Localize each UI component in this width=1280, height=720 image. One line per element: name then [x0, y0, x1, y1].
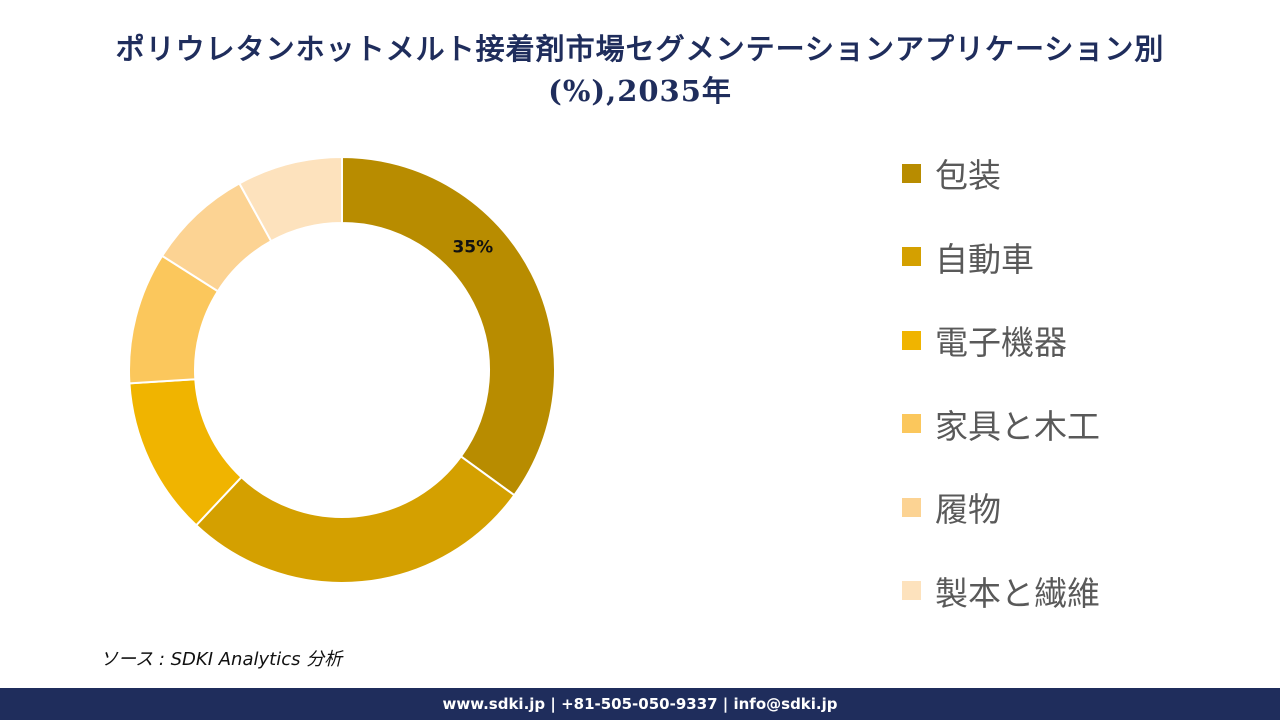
legend-item: 電子機器 — [902, 315, 1067, 365]
legend-item: 包装 — [902, 148, 1001, 198]
chart-title: ポリウレタンホットメルト接着剤市場セグメンテーションアプリケーション別(%),2… — [115, 32, 1165, 108]
legend-label: 家具と木工 — [935, 406, 1100, 446]
legend-swatch — [902, 163, 921, 183]
donut-slice — [238, 155, 343, 243]
legend-swatch — [902, 581, 921, 600]
donut-data-labels: 35% — [452, 237, 493, 257]
legend-swatch — [902, 247, 921, 266]
donut-slice — [194, 455, 516, 584]
legend-item: 自動車 — [902, 232, 1034, 282]
legend-item: 製本と繊維 — [902, 566, 1100, 616]
legend-label: 履物 — [935, 490, 1001, 529]
legend-swatch — [902, 330, 921, 350]
footer-contact: www.sdki.jp | +81-505-050-9337 | info@sd… — [442, 695, 838, 713]
legend-label: 製本と繊維 — [935, 573, 1100, 613]
legend-item: 履物 — [902, 482, 1001, 532]
legend-swatch — [902, 497, 921, 517]
donut-slice — [341, 155, 556, 497]
source-note: ソース : SDKI Analytics 分析 — [100, 649, 343, 670]
donut-slices — [128, 155, 556, 584]
data-label: 35% — [452, 237, 493, 257]
legend-label: 自動車 — [935, 239, 1034, 279]
legend-label: 電子機器 — [935, 323, 1067, 362]
footer-bar: www.sdki.jp | +81-505-050-9337 | info@sd… — [0, 688, 1280, 720]
legend-label: 包装 — [935, 156, 1001, 195]
legend-swatch — [902, 414, 921, 433]
legend-item: 家具と木工 — [902, 399, 1100, 449]
